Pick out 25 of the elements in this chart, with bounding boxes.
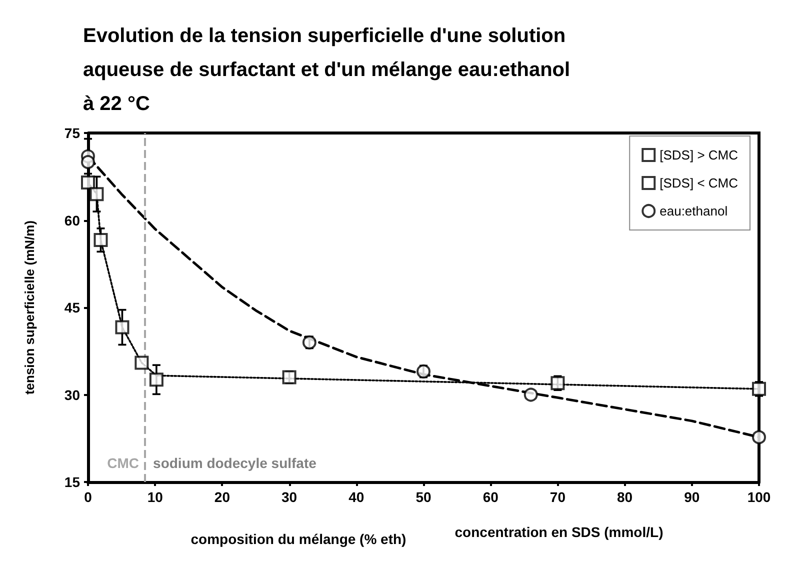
legend-label: [SDS] > CMC: [660, 148, 738, 162]
x-tick-label: 0: [84, 489, 92, 505]
x-tick-label: 20: [214, 489, 230, 505]
x-tick-label: 100: [747, 489, 771, 505]
y-tick-label: 45: [64, 300, 80, 316]
y-tick-label: 30: [64, 386, 80, 403]
annotation: sodium dodecyle sulfate: [153, 455, 317, 471]
x-axis-title: composition du mélange (% eth): [190, 531, 406, 547]
x-tick-label: 60: [482, 489, 499, 505]
x-tick-label: 70: [550, 489, 566, 505]
legend-label: [SDS] < CMC: [660, 176, 738, 190]
x-tick-label: 50: [416, 489, 432, 505]
x-tick-label: 40: [348, 489, 364, 505]
chart-title: Evolution de la tension superficielle d'une solution aqueuse de surfactant et d'un mélange eau:ethanol à 22 °C: [83, 25, 570, 115]
legend-label: eau:ethanol: [660, 204, 728, 218]
x-tick-label: 10: [147, 489, 164, 505]
ref-line-label: CMC: [107, 455, 140, 471]
y-tick-label: 75: [64, 125, 80, 141]
x-tick-label: 30: [282, 489, 298, 505]
y-tick-label: 60: [64, 212, 80, 228]
text: concentration en SDS (mmol/L): [454, 524, 664, 540]
x-tick-label: 80: [617, 489, 633, 505]
y-tick-label: 15: [64, 474, 80, 490]
y-axis-title: tension superficielle (mN/m): [22, 220, 37, 395]
x-tick-label: 90: [684, 489, 700, 505]
